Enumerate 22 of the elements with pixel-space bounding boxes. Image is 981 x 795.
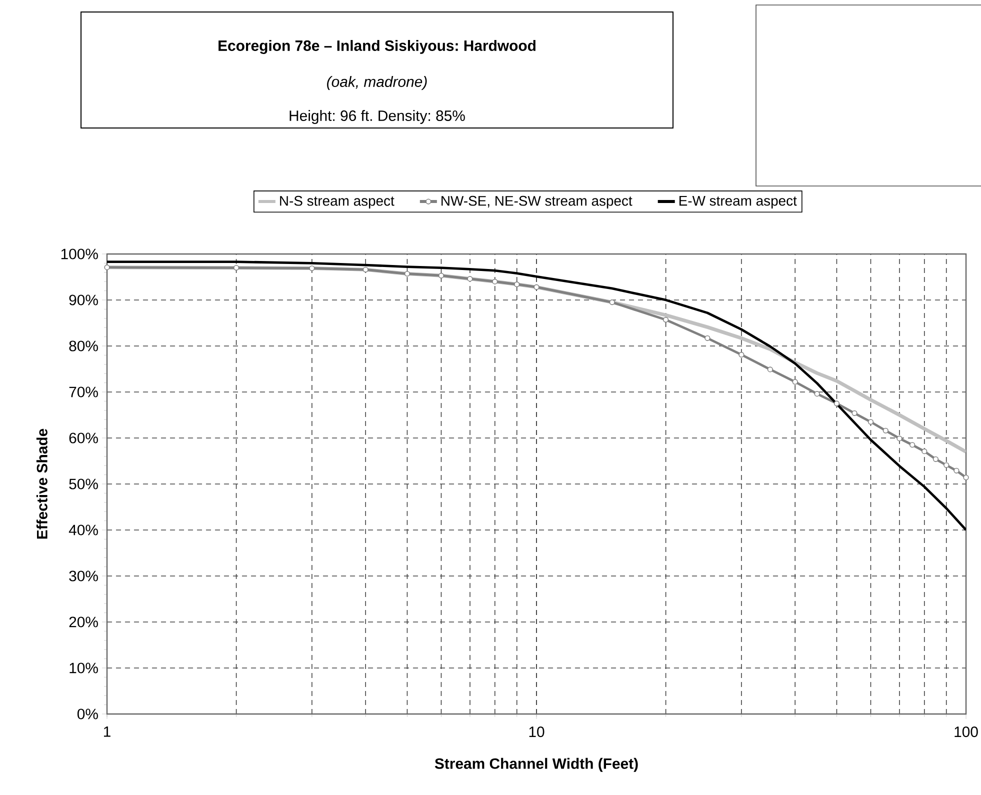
y-tick-label: 100% bbox=[61, 248, 98, 260]
y-tick-label: 70% bbox=[69, 386, 98, 398]
chart-subtitle: (oak, madrone) bbox=[327, 76, 427, 90]
x-axis-title: Stream Channel Width (Feet) bbox=[434, 758, 638, 772]
legend-label: NW-SE, NE-SW stream aspect bbox=[442, 196, 632, 209]
x-tick-label: 1 bbox=[104, 726, 110, 737]
legend-label: E-W stream aspect bbox=[679, 196, 797, 208]
y-tick-label: 0% bbox=[77, 708, 98, 720]
y-tick-label: 80% bbox=[69, 340, 98, 352]
x-tick-label: 100 bbox=[954, 726, 978, 738]
y-tick-label: 50% bbox=[69, 478, 98, 490]
y-tick-label: 30% bbox=[69, 570, 98, 582]
legend-label: N-S stream aspect bbox=[280, 196, 394, 209]
y-tick-label: 90% bbox=[69, 294, 98, 306]
chart-title: Ecoregion 78e – Inland Siskiyous: Hardwood bbox=[218, 40, 536, 54]
text: Height: 96 ft. Density: 85% bbox=[290, 110, 465, 124]
y-axis-title: Effective Shade bbox=[36, 428, 48, 539]
x-tick-label: 10 bbox=[529, 726, 544, 738]
y-tick-label: 40% bbox=[68, 524, 98, 536]
y-tick-label: 20% bbox=[69, 616, 98, 628]
y-tick-label: 10% bbox=[70, 662, 98, 674]
y-tick-label: 60% bbox=[69, 432, 98, 444]
